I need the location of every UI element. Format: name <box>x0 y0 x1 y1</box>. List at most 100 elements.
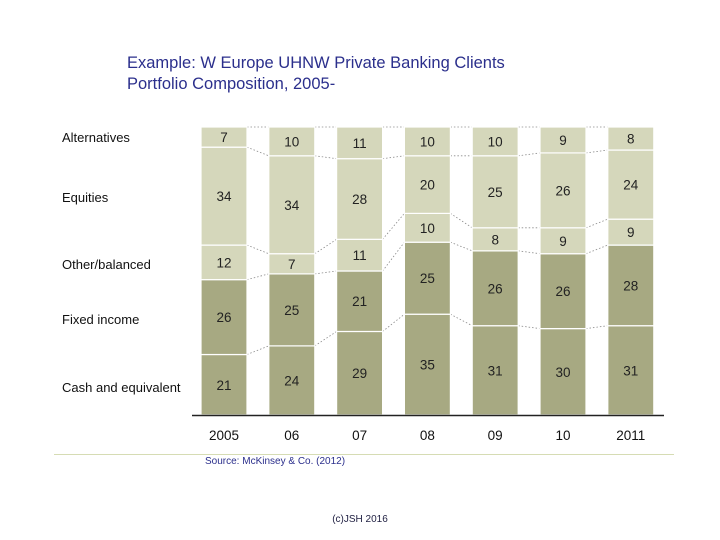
connector-line <box>314 331 337 347</box>
bar-segment <box>268 273 316 347</box>
data-label: 35 <box>420 358 435 373</box>
bar-segment <box>539 253 587 330</box>
connector-line <box>450 213 473 229</box>
bar-segment <box>200 279 248 356</box>
connector-line <box>382 155 405 160</box>
bar-segment <box>336 270 384 333</box>
connector-line <box>518 250 541 255</box>
bar-segment <box>200 126 248 148</box>
data-label: 31 <box>623 363 638 378</box>
bar-segment <box>403 212 451 243</box>
data-label: 10 <box>488 134 503 149</box>
data-label: 28 <box>352 192 367 207</box>
x-tick-label: 2011 <box>616 428 645 443</box>
row-label-alternatives: Alternatives <box>62 130 130 145</box>
x-tick-label: 2005 <box>209 428 239 443</box>
chart-title-line2: Portfolio Composition, 2005- <box>127 75 336 93</box>
connector-line <box>246 244 269 255</box>
data-label: 26 <box>216 310 231 325</box>
connector-line <box>382 213 405 240</box>
data-label: 29 <box>352 366 367 381</box>
data-label: 9 <box>627 225 635 240</box>
data-label: 24 <box>623 178 639 193</box>
connector-line <box>518 152 541 157</box>
connector-line <box>314 238 337 255</box>
x-tick-label: 06 <box>284 428 299 443</box>
connector-line <box>314 270 337 275</box>
connector-line <box>450 313 473 327</box>
data-label: 10 <box>420 134 435 149</box>
data-label: 10 <box>284 134 299 149</box>
data-label: 25 <box>420 271 435 286</box>
footer-divider <box>54 454 674 455</box>
data-label: 25 <box>284 303 299 318</box>
bar-segment <box>403 126 451 157</box>
connector-line <box>585 218 608 229</box>
row-label-fixed-income: Fixed income <box>62 312 140 327</box>
connector-line <box>246 273 269 281</box>
chart-title-line1: Example: W Europe UHNW Private Banking C… <box>127 54 505 72</box>
bar-segment <box>336 238 384 272</box>
bar-segment <box>539 328 587 416</box>
source-note: Source: McKinsey & Co. (2012) <box>205 456 346 467</box>
bar-segment <box>471 250 519 327</box>
bar-segment <box>336 158 384 240</box>
data-label: 26 <box>488 281 503 296</box>
bar-segment <box>200 353 248 416</box>
data-label: 34 <box>284 198 300 213</box>
bar-segment <box>403 155 451 215</box>
connector-line <box>585 325 608 329</box>
x-tick-label: 10 <box>555 428 570 443</box>
bar-segment <box>268 345 316 416</box>
data-label: 7 <box>220 130 228 145</box>
bar-segment <box>200 244 248 281</box>
bar-segment <box>268 155 316 255</box>
data-label: 34 <box>216 189 232 204</box>
connector-line <box>585 149 608 154</box>
bar-segment <box>607 149 655 220</box>
copyright-note: (c)JSH 2016 <box>332 514 388 525</box>
data-label: 10 <box>420 221 435 236</box>
data-label: 31 <box>488 363 503 378</box>
bar-segment <box>471 325 519 416</box>
data-label: 30 <box>555 365 570 380</box>
data-label: 11 <box>353 248 367 263</box>
bar-segment <box>403 313 451 416</box>
connector-line <box>585 244 608 255</box>
connector-line <box>314 155 337 160</box>
bar-segment <box>607 244 655 327</box>
data-label: 24 <box>284 373 300 388</box>
data-label: 28 <box>623 278 638 293</box>
bar-segment <box>471 126 519 157</box>
x-tick-label: 08 <box>420 428 435 443</box>
data-label: 26 <box>555 183 570 198</box>
connector-line <box>382 241 405 272</box>
data-label: 11 <box>353 136 367 151</box>
bar-segment <box>539 227 587 255</box>
connector-line <box>518 325 541 329</box>
x-tick-label: 07 <box>352 428 367 443</box>
bar-segment <box>607 126 655 151</box>
x-tick-label: 09 <box>488 428 503 443</box>
bar-segment <box>539 126 587 154</box>
data-label: 26 <box>555 284 570 299</box>
data-label: 25 <box>488 185 503 200</box>
data-label: 21 <box>352 294 367 309</box>
bar-segment <box>268 126 316 157</box>
row-label-equities: Equities <box>62 190 109 205</box>
data-label: 7 <box>288 257 296 272</box>
data-label: 9 <box>559 234 567 249</box>
data-label: 8 <box>627 132 635 147</box>
connector-line <box>246 345 269 355</box>
data-label: 20 <box>420 178 435 193</box>
connector-line <box>450 241 473 252</box>
connector-line <box>246 146 269 157</box>
data-label: 21 <box>216 378 231 393</box>
bar-segment <box>336 126 384 160</box>
row-label-cash-and-equivalent: Cash and equivalent <box>62 380 181 395</box>
connector-line <box>382 313 405 332</box>
data-label: 9 <box>559 133 567 148</box>
row-label-other-balanced: Other/balanced <box>62 257 151 272</box>
data-label: 12 <box>216 255 231 270</box>
